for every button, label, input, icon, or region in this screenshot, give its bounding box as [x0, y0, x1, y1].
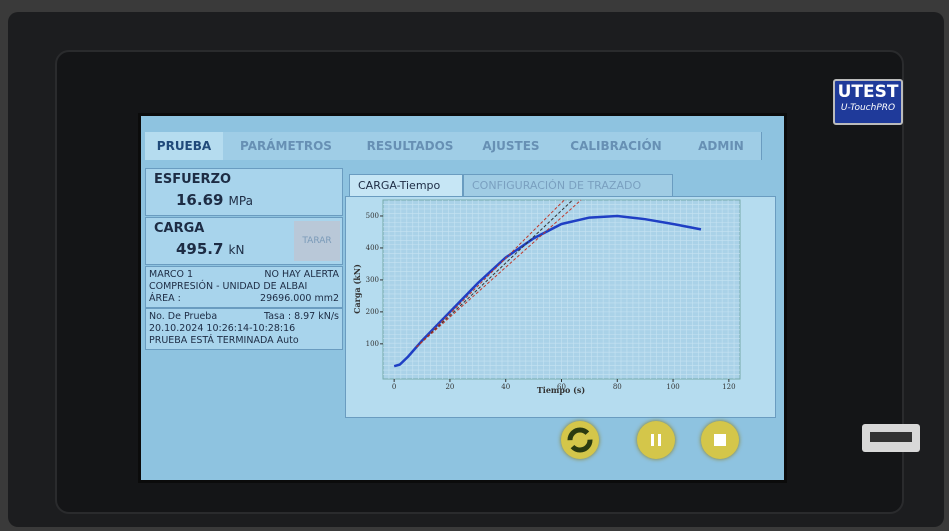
- unit: MPa: [228, 194, 253, 208]
- info-row: No. De Prueba Tasa : 8.97 kN/s: [146, 311, 342, 323]
- info-text: PRUEBA ESTÁ TERMINADA Auto: [149, 335, 299, 346]
- y-tick-label: 500: [366, 212, 379, 220]
- tab[interactable]: PRUEBA: [145, 132, 224, 160]
- value: 16.69: [176, 191, 224, 209]
- y-tick-label: 300: [366, 276, 379, 284]
- x-axis-label: Tiempo (s): [537, 385, 586, 395]
- unit: kN: [228, 243, 245, 257]
- screen: PRUEBA PARÁMETROS RESULTADOS AJUSTES CALIBRA…: [138, 113, 787, 483]
- tab[interactable]: AJUSTES: [471, 132, 552, 160]
- x-tick-label: 80: [613, 383, 622, 391]
- x-tick-label: 0: [392, 383, 396, 391]
- value: 495.7: [176, 240, 224, 258]
- logo: UTEST U-TouchPRO: [833, 79, 903, 125]
- info-row: MARCO 1 NO HAY ALERTA: [146, 269, 342, 281]
- label: ESFUERZO: [154, 172, 232, 187]
- x-tick-label: 60: [557, 383, 566, 391]
- x-tick-label: 120: [722, 383, 735, 391]
- tare-button[interactable]: TARAR: [294, 221, 340, 261]
- info-text: COMPRESIÓN - UNIDAD DE ALBAI: [149, 281, 308, 292]
- info-text: No. De Prueba: [149, 311, 218, 322]
- y-tick-label: 200: [366, 308, 379, 316]
- info-row: COMPRESIÓN - UNIDAD DE ALBAI: [146, 281, 342, 293]
- info-panel: MARCO 1 NO HAY ALERTA COMPRESIÓN - UNIDAD …: [145, 266, 343, 308]
- load-curve: [393, 214, 702, 368]
- info-row: ÁREA : 29696.000 mm2: [146, 293, 342, 305]
- tab[interactable]: ADMIN: [681, 132, 762, 160]
- x-tick-label: 40: [501, 383, 510, 391]
- test-panel: No. De Prueba Tasa : 8.97 kN/s 20.10.2024 …: [145, 308, 343, 350]
- pause-button[interactable]: [637, 421, 675, 459]
- tab[interactable]: RESULTADOS: [349, 132, 472, 160]
- y-tick-label: 100: [366, 340, 379, 348]
- refresh-button[interactable]: [561, 421, 599, 459]
- info-row: PRUEBA ESTÁ TERMINADA Auto: [146, 335, 342, 347]
- tab[interactable]: CALIBRACIÓN: [551, 132, 682, 160]
- label: CARGA: [154, 221, 205, 236]
- y-tick-label: 400: [366, 244, 379, 252]
- info-text: MARCO 1: [149, 269, 193, 280]
- x-tick-label: 20: [445, 383, 454, 391]
- load-panel: CARGA 495.7 kN TARAR: [145, 217, 343, 265]
- brand: UTEST: [837, 82, 899, 102]
- chart-tab[interactable]: CARGA-Tiempo: [349, 174, 463, 198]
- info-text: 29696.000 mm2: [260, 293, 339, 304]
- tab[interactable]: PARÁMETROS: [223, 132, 350, 160]
- info-text: ÁREA :: [149, 293, 181, 304]
- info-text: NO HAY ALERTA: [264, 269, 339, 280]
- offset-line: [416, 199, 573, 348]
- chart: Tiempo (s) Carga (kN) 0 20 40 60 80 100 120 100…: [352, 199, 741, 395]
- chart-panel: Tiempo (s) Carga (kN) 0 20 40 60 80 100 120 100…: [345, 196, 776, 418]
- model: U-TouchPRO: [840, 103, 896, 113]
- stop-button[interactable]: [701, 421, 739, 459]
- info-text: Tasa : 8.97 kN/s: [264, 311, 339, 322]
- x-tick-label: 100: [666, 383, 679, 391]
- info-row: 20.10.2024 10:26:14-10:28:16: [146, 323, 342, 335]
- offset-line: [416, 199, 582, 348]
- chart-tab[interactable]: CONFIGURACIÓN DE TRAZADO: [463, 174, 673, 198]
- usb-port: [862, 424, 920, 452]
- stress-panel: ESFUERZO 16.69 MPa: [145, 168, 343, 216]
- y-axis-label: Carga (kN): [352, 264, 362, 314]
- info-text: 20.10.2024 10:26:14-10:28:16: [149, 323, 296, 334]
